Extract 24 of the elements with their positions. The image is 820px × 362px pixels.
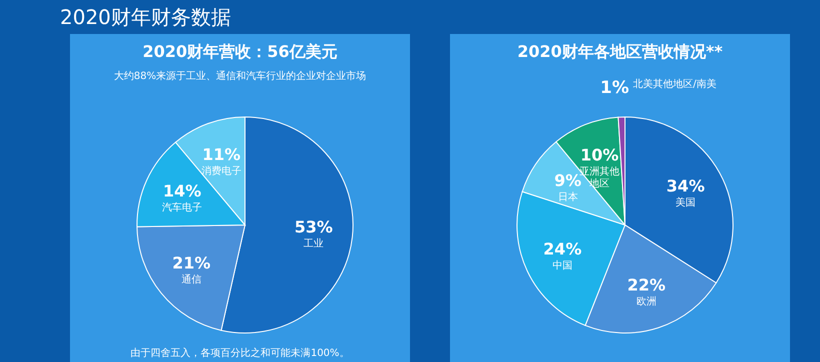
slice-label: 通信 <box>181 274 202 286</box>
slice-label: 中国 <box>552 259 572 272</box>
data-label: 34% <box>666 176 705 196</box>
data-label: 22% <box>627 276 666 295</box>
slice-label: 日本 <box>558 191 578 204</box>
slice-label: 汽车电子 <box>162 201 202 214</box>
data-label: 21% <box>172 254 210 273</box>
slice-label: 消费电子 <box>201 165 242 178</box>
text: 由于四舍五入，各项百分比之和可能未满100%。 <box>130 346 350 360</box>
text: 2020财年财务数据 <box>60 4 231 31</box>
data-label: 9% <box>554 171 582 190</box>
data-label: 24% <box>543 239 582 258</box>
data-label: 53% <box>294 218 333 237</box>
chart-subtitle: 大约88%来源于工业、通信和汽车行业的企业对企业市场 <box>112 70 368 83</box>
chart-title: 2020财年营收：56亿美元 <box>142 42 338 63</box>
data-label: 14% <box>162 181 202 200</box>
slice-label: 北美其他地区/南美 <box>633 78 716 90</box>
data-label: 11% <box>202 145 241 164</box>
chart-title: 2020财年各地区营收情况** <box>516 42 724 63</box>
slice-label: 美国 <box>676 196 696 209</box>
data-label: 1% <box>600 78 630 98</box>
slice-label: 工业 <box>304 238 324 250</box>
data-label: 10% <box>580 146 619 165</box>
slice-label: 欧洲 <box>636 296 656 308</box>
